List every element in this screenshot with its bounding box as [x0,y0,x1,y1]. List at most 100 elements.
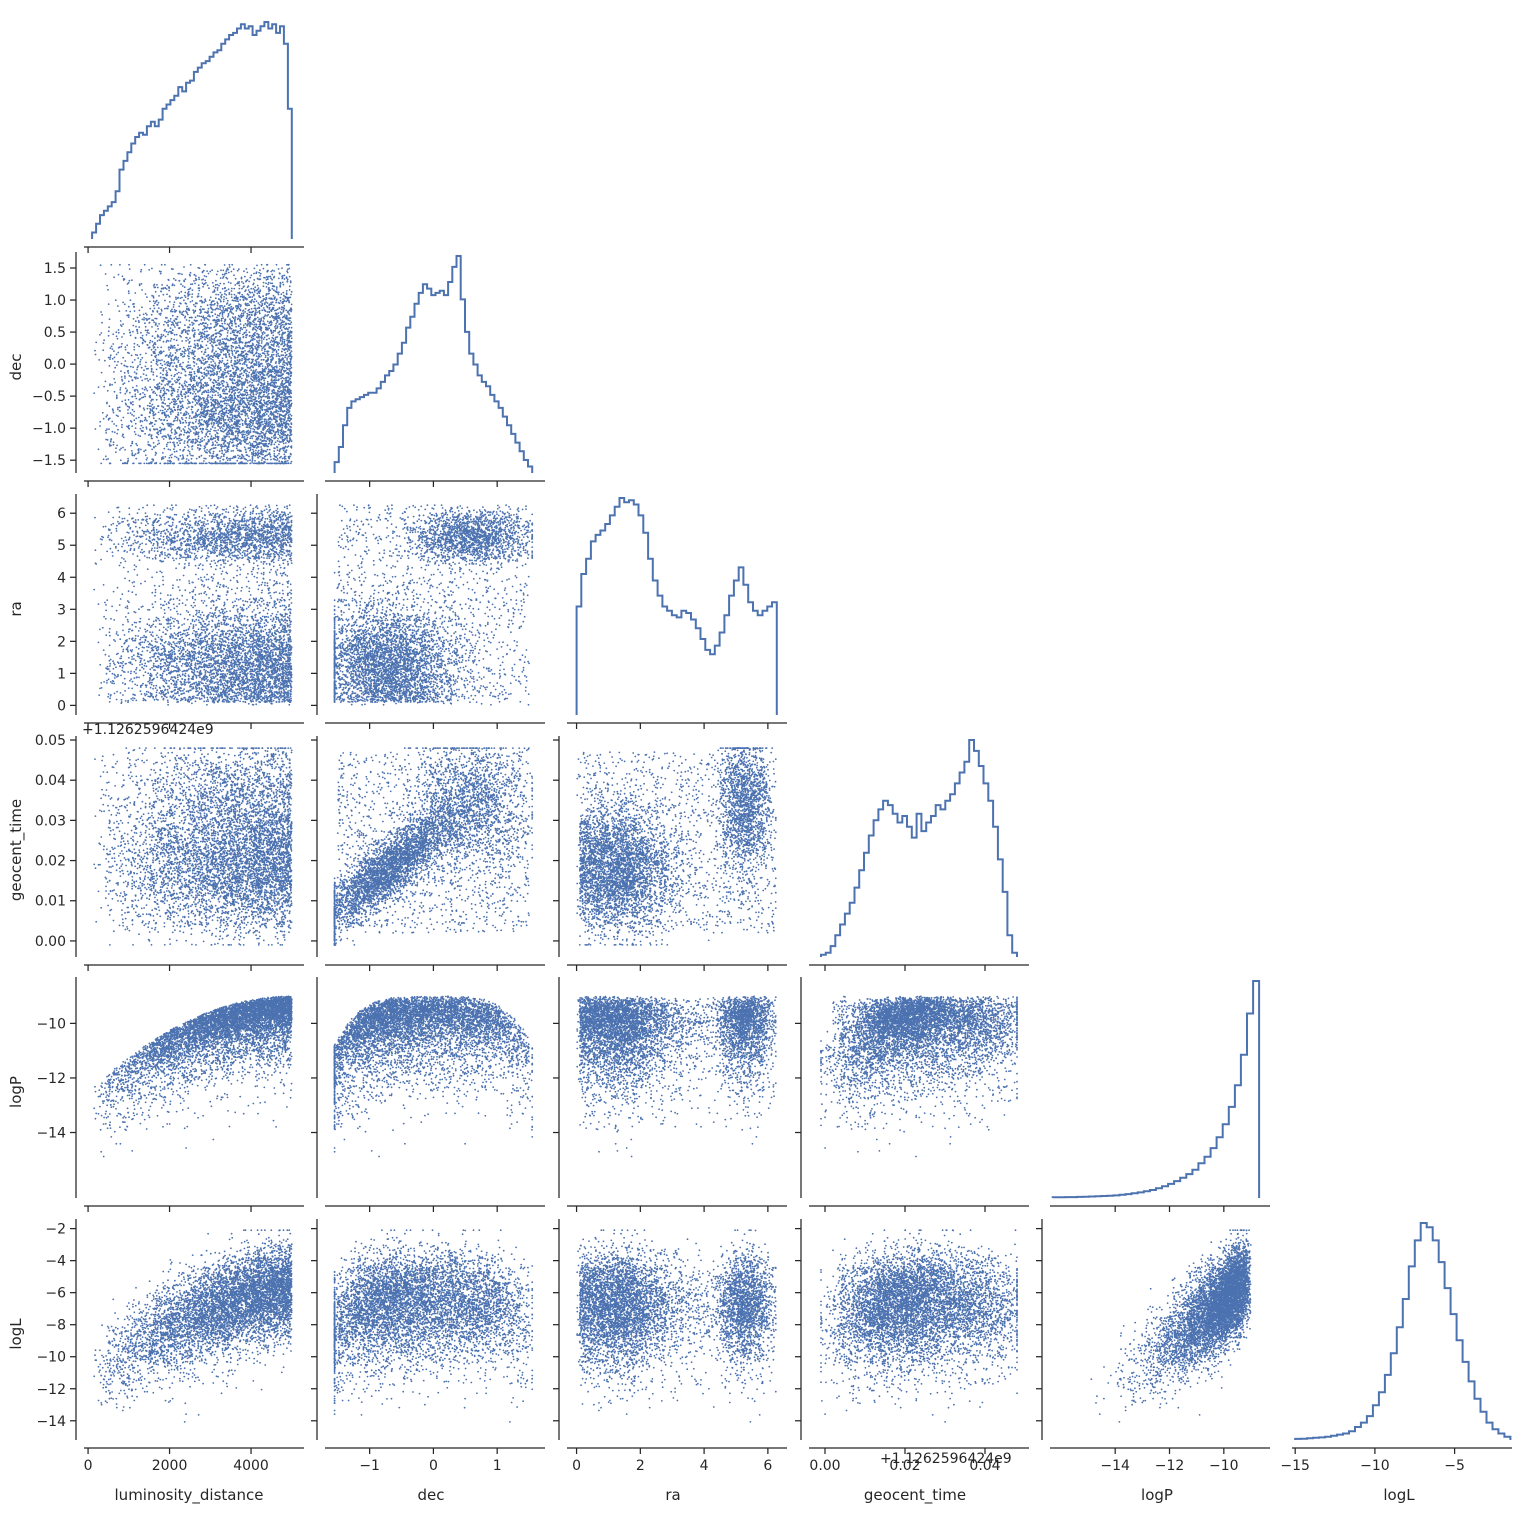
scatter-point [193,371,195,373]
scatter-point [248,417,250,419]
scatter-point [139,361,141,363]
scatter-point [132,325,134,327]
scatter-point [246,370,248,372]
scatter-point [159,395,161,397]
scatter-point [225,353,227,355]
scatter-point [280,319,282,321]
scatter-point [279,356,281,358]
scatter-point [240,323,242,325]
scatter-point [127,458,129,460]
scatter-point [130,335,132,337]
scatter-point [218,413,220,415]
scatter-point [216,384,218,386]
scatter-point [221,452,223,454]
scatter-point [270,459,272,461]
scatter-point [163,399,165,401]
scatter-point [237,270,239,272]
scatter-point [215,390,217,392]
scatter-point [113,412,115,414]
scatter-point [194,340,196,342]
scatter-point [277,440,279,442]
scatter-point [178,360,180,362]
scatter-point [116,354,118,356]
scatter-point [224,291,226,293]
scatter-point [289,285,291,287]
scatter-point [168,340,170,342]
scatter-point [167,320,169,322]
scatter-point [189,453,191,455]
scatter-point [256,355,258,357]
scatter-point [196,458,198,460]
scatter-point [176,403,178,405]
scatter-point [119,410,121,412]
scatter-point [176,457,178,459]
scatter-point [177,444,179,446]
scatter-point [165,417,167,419]
scatter-point [252,393,254,395]
scatter-point [280,293,282,295]
scatter-point [203,302,205,304]
scatter-point [284,278,286,280]
scatter-point [216,442,218,444]
scatter-point [201,407,203,409]
scatter-point [174,309,176,311]
scatter-point [134,431,136,433]
scatter-point [230,332,232,334]
scatter-point [243,285,245,287]
scatter-point [174,409,176,411]
scatter-point [218,285,220,287]
scatter-point [165,367,167,369]
scatter-point [168,347,170,349]
scatter-point [216,371,218,373]
scatter-point [195,416,197,418]
scatter-point [202,329,204,331]
scatter-point [209,271,211,273]
scatter-point [257,384,259,386]
scatter-point [250,425,252,427]
scatter-point [220,387,222,389]
scatter-point [283,305,285,307]
scatter-point [170,318,172,320]
scatter-point [158,412,160,414]
scatter-point [283,295,285,297]
scatter-point [234,406,236,408]
scatter-point [275,441,277,443]
scatter-point [251,382,253,384]
scatter-point [286,420,288,422]
scatter-point [273,305,275,307]
scatter-point [127,409,129,411]
scatter-point [214,422,216,424]
scatter-point [279,284,281,286]
scatter-point [276,264,278,266]
scatter-point [273,320,275,322]
scatter-point [159,382,161,384]
scatter-point [195,278,197,280]
scatter-point [212,368,214,370]
scatter-point [277,312,279,314]
scatter-point [113,371,115,373]
scatter-point [151,449,153,451]
scatter-point [225,294,227,296]
scatter-point [198,278,200,280]
scatter-point [236,447,238,449]
scatter-point [127,372,129,374]
scatter-point [223,455,225,457]
scatter-point [239,426,241,428]
scatter-point [234,294,236,296]
scatter-point [284,314,286,316]
scatter-point [143,369,145,371]
scatter-point [239,330,241,332]
scatter-point [195,316,197,318]
scatter-point [146,378,148,380]
scatter-point [117,352,119,354]
scatter-point [140,269,142,271]
scatter-point [278,294,280,296]
scatter-point [198,290,200,292]
scatter-point [283,399,285,401]
scatter-point [275,302,277,304]
scatter-point [235,310,237,312]
scatter-point [271,419,273,421]
scatter-point [163,324,165,326]
scatter-point [278,460,280,462]
scatter-point [116,335,118,337]
